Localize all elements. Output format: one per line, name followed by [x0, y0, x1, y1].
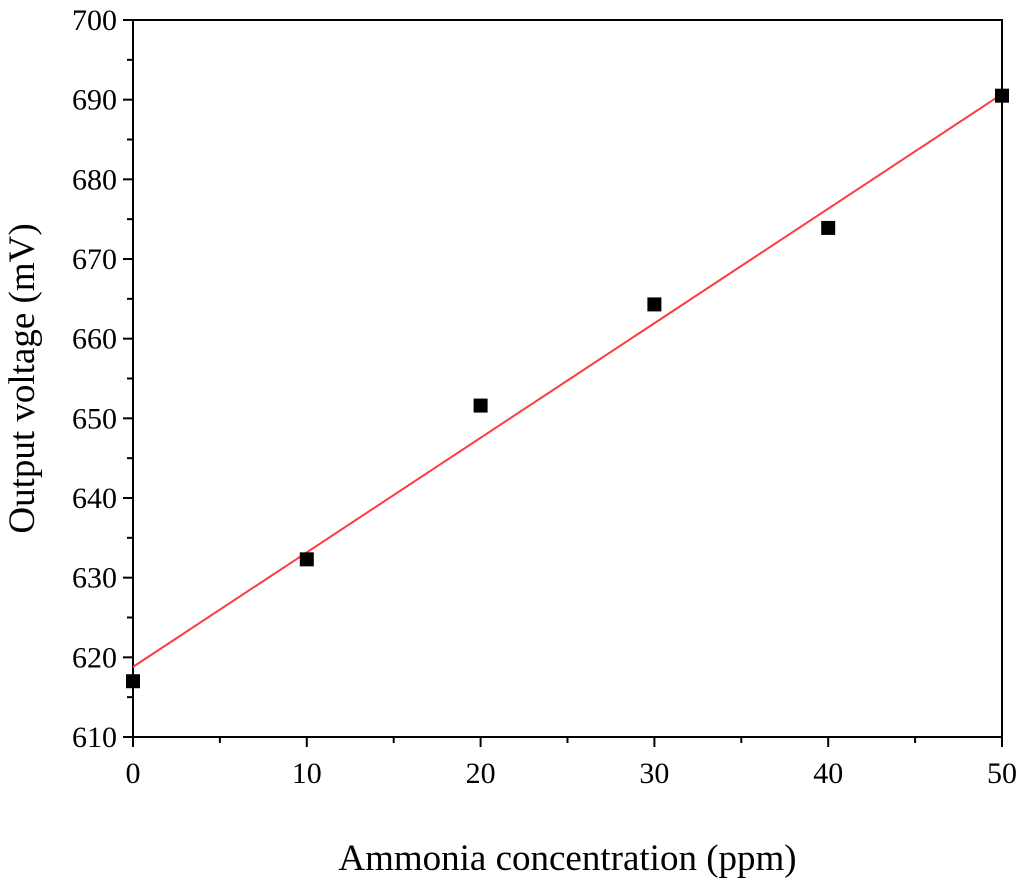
y-tick-label: 670 [72, 243, 117, 276]
x-tick-label: 50 [987, 757, 1017, 790]
data-point [126, 674, 140, 689]
plot-frame [132, 19, 1003, 738]
linear-fit-line [132, 93, 1003, 668]
data-point [821, 220, 836, 235]
y-tick-label: 690 [72, 84, 117, 117]
data-point [299, 552, 314, 567]
x-tick-label: 30 [639, 757, 669, 790]
x-tick-label: 10 [292, 757, 322, 790]
y-tick-label: 650 [72, 402, 117, 435]
y-tick-label: 660 [72, 323, 117, 356]
y-tick-label: 620 [72, 641, 117, 674]
y-tick-label: 630 [72, 562, 117, 595]
y-tick-label: 640 [72, 482, 117, 515]
x-tick-label: 40 [813, 757, 843, 790]
x-tick-labels: 0 10 20 30 40 50 [126, 757, 1018, 790]
x-tick-label: 20 [466, 757, 496, 790]
x-tick-label: 0 [126, 757, 141, 790]
data-point [995, 88, 1009, 103]
data-points [126, 88, 1009, 689]
data-point [647, 297, 662, 312]
y-tick-label: 610 [72, 721, 117, 754]
x-axis-title: Ammonia concentration (ppm) [338, 838, 796, 879]
y-tick-label: 700 [72, 4, 117, 37]
data-point [473, 398, 488, 413]
y-tick-labels: 610 620 630 640 650 660 670 680 690 700 [72, 4, 117, 754]
tick-marks [123, 19, 1003, 747]
y-tick-label: 680 [72, 163, 117, 196]
y-axis-title: Output voltage (mV) [2, 223, 43, 533]
